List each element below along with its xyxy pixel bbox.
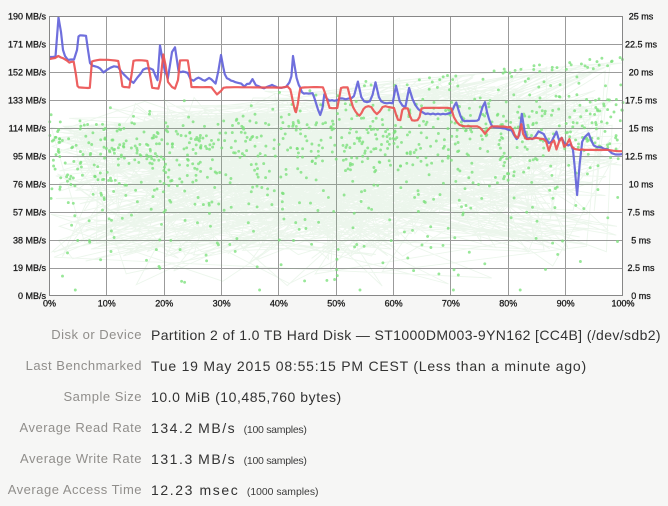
- svg-text:70%: 70%: [442, 299, 460, 309]
- svg-text:100%: 100%: [611, 299, 634, 309]
- svg-text:12.5 ms: 12.5 ms: [625, 151, 658, 161]
- svg-text:190 MB/s: 190 MB/s: [8, 12, 47, 22]
- svg-text:7.5 ms: 7.5 ms: [627, 207, 655, 217]
- svg-text:95 MB/s: 95 MB/s: [13, 151, 47, 161]
- svg-text:80%: 80%: [499, 299, 517, 309]
- svg-text:152 MB/s: 152 MB/s: [8, 68, 47, 78]
- svg-text:114 MB/s: 114 MB/s: [9, 124, 47, 134]
- svg-text:2.5 ms: 2.5 ms: [627, 263, 655, 273]
- svg-text:133 MB/s: 133 MB/s: [8, 96, 47, 106]
- svg-text:38 MB/s: 38 MB/s: [13, 235, 47, 245]
- svg-text:10%: 10%: [98, 299, 116, 309]
- svg-text:10 ms: 10 ms: [629, 179, 654, 189]
- svg-text:40%: 40%: [270, 299, 288, 309]
- svg-text:22.5 ms: 22.5 ms: [625, 40, 658, 50]
- svg-text:0 MB/s: 0 MB/s: [18, 291, 47, 301]
- svg-text:20%: 20%: [155, 299, 173, 309]
- svg-text:17.5 ms: 17.5 ms: [625, 96, 658, 106]
- svg-text:76 MB/s: 76 MB/s: [13, 179, 47, 189]
- svg-text:20 ms: 20 ms: [629, 68, 654, 78]
- svg-text:57 MB/s: 57 MB/s: [13, 207, 47, 217]
- svg-text:5 ms: 5 ms: [631, 235, 651, 245]
- svg-text:25 ms: 25 ms: [629, 12, 654, 22]
- svg-text:90%: 90%: [557, 299, 575, 309]
- svg-text:60%: 60%: [385, 299, 403, 309]
- svg-text:171 MB/s: 171 MB/s: [8, 40, 47, 50]
- svg-text:15 ms: 15 ms: [629, 124, 654, 134]
- svg-text:0 ms: 0 ms: [631, 291, 651, 301]
- svg-text:50%: 50%: [327, 299, 345, 309]
- svg-text:19 MB/s: 19 MB/s: [13, 263, 47, 273]
- svg-text:30%: 30%: [213, 299, 231, 309]
- svg-text:0%: 0%: [43, 299, 56, 309]
